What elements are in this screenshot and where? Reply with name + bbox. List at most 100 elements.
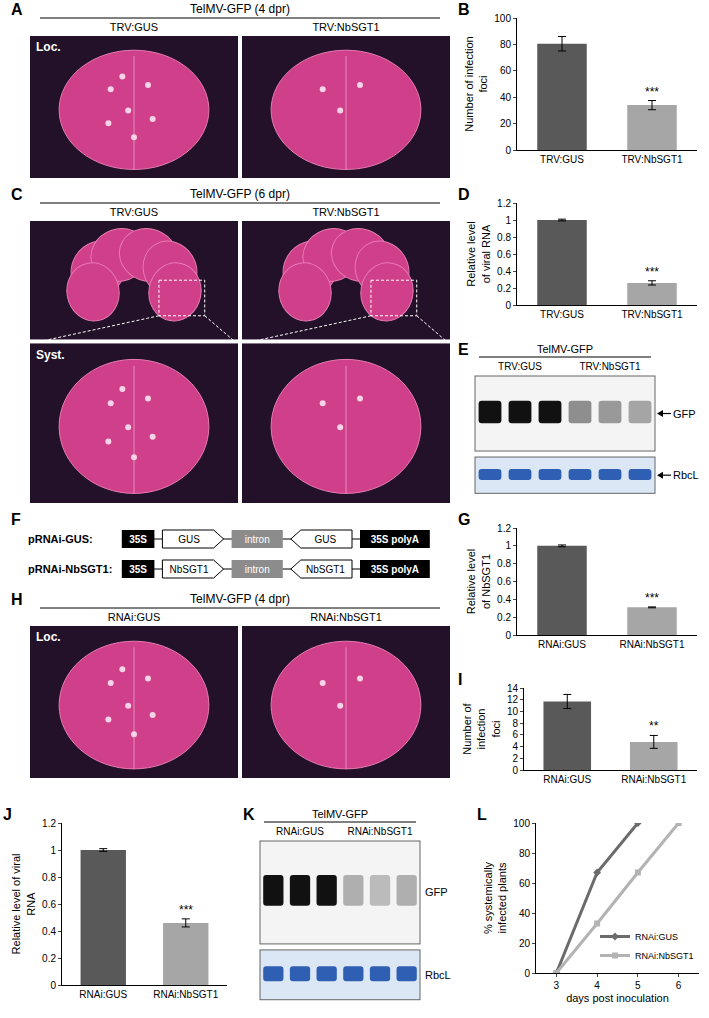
svg-text:RNAi:GUS: RNAi:GUS xyxy=(276,826,324,837)
svg-text:RNAi:NbSGT1: RNAi:NbSGT1 xyxy=(153,989,218,1000)
svg-text:GUS: GUS xyxy=(315,534,337,545)
svg-text:GFP: GFP xyxy=(425,886,448,898)
svg-text:40: 40 xyxy=(500,92,512,103)
svg-text:10: 10 xyxy=(507,706,519,717)
svg-text:days post inoculation: days post inoculation xyxy=(566,992,669,1004)
svg-text:35S: 35S xyxy=(129,534,147,545)
svg-text:80: 80 xyxy=(500,39,512,50)
svg-text:GUS: GUS xyxy=(178,534,200,545)
svg-text:TelMV-GFP (4 dpr): TelMV-GFP (4 dpr) xyxy=(190,2,290,16)
svg-text:intron: intron xyxy=(245,564,270,575)
svg-text:0.4: 0.4 xyxy=(497,266,511,277)
svg-text:RNAi:GUS: RNAi:GUS xyxy=(635,932,678,942)
svg-text:***: *** xyxy=(645,85,659,99)
svg-text:0.8: 0.8 xyxy=(497,232,511,243)
svg-text:TRV:GUS: TRV:GUS xyxy=(498,361,542,372)
svg-text:RNAi:NbSGT1: RNAi:NbSGT1 xyxy=(310,611,382,623)
svg-text:***: *** xyxy=(645,591,659,605)
svg-text:12: 12 xyxy=(507,694,519,705)
svg-text:Number of infectionfoci: Number of infectionfoci xyxy=(463,36,489,131)
svg-text:RNAi:NbSGT1: RNAi:NbSGT1 xyxy=(635,951,694,961)
svg-text:1: 1 xyxy=(505,540,511,551)
svg-text:I: I xyxy=(458,671,462,688)
svg-text:**: ** xyxy=(649,719,659,733)
svg-text:0.6: 0.6 xyxy=(42,899,56,910)
svg-text:D: D xyxy=(458,186,470,203)
svg-text:0.8: 0.8 xyxy=(497,558,511,569)
svg-text:E: E xyxy=(458,341,469,358)
svg-text:6: 6 xyxy=(512,729,518,740)
svg-text:NbSGT1: NbSGT1 xyxy=(306,564,345,575)
svg-text:L: L xyxy=(477,806,487,823)
svg-text:Relative levelof NbSGT1: Relative levelof NbSGT1 xyxy=(465,549,491,614)
svg-text:Relative levelof viral RNA: Relative levelof viral RNA xyxy=(465,221,491,286)
svg-text:6: 6 xyxy=(676,980,682,991)
svg-text:intron: intron xyxy=(245,534,270,545)
svg-text:TelMV-GFP (6 dpr): TelMV-GFP (6 dpr) xyxy=(190,187,290,201)
svg-text:0: 0 xyxy=(505,300,511,311)
svg-text:TRV:NbSGT1: TRV:NbSGT1 xyxy=(312,21,379,33)
svg-text:% systemicallyinfected plants: % systemicallyinfected plants xyxy=(482,861,508,934)
svg-text:14: 14 xyxy=(507,683,519,694)
svg-text:RbcL: RbcL xyxy=(673,469,699,481)
svg-text:Syst.: Syst. xyxy=(36,348,65,362)
svg-text:80: 80 xyxy=(519,848,531,859)
svg-text:***: *** xyxy=(645,265,659,279)
svg-text:Relative level of viralRNA: Relative level of viralRNA xyxy=(10,854,36,955)
svg-text:RNAi:GUS: RNAi:GUS xyxy=(543,774,591,785)
svg-text:35S: 35S xyxy=(129,564,147,575)
svg-text:0: 0 xyxy=(50,980,56,991)
svg-text:TRV:GUS: TRV:GUS xyxy=(540,154,584,165)
svg-text:5: 5 xyxy=(635,980,641,991)
svg-text:60: 60 xyxy=(500,65,512,76)
svg-text:35S polyA: 35S polyA xyxy=(371,534,419,545)
svg-text:0.4: 0.4 xyxy=(497,594,511,605)
svg-text:1: 1 xyxy=(50,845,56,856)
svg-text:RNAi:NbSGT1: RNAi:NbSGT1 xyxy=(347,826,412,837)
svg-text:1: 1 xyxy=(505,215,511,226)
svg-text:TRV:GUS: TRV:GUS xyxy=(540,309,584,320)
svg-text:RNAi:GUS: RNAi:GUS xyxy=(538,639,586,650)
svg-text:TRV:NbSGT1: TRV:NbSGT1 xyxy=(312,206,379,218)
svg-text:NbSGT1: NbSGT1 xyxy=(170,564,209,575)
svg-text:B: B xyxy=(458,1,470,18)
svg-text:RNAi:GUS: RNAi:GUS xyxy=(79,989,127,1000)
svg-text:pRNAi-GUS:: pRNAi-GUS: xyxy=(28,533,93,545)
svg-text:0.6: 0.6 xyxy=(497,249,511,260)
svg-text:TRV:GUS: TRV:GUS xyxy=(110,206,158,218)
svg-text:J: J xyxy=(3,806,12,823)
svg-text:G: G xyxy=(458,511,470,528)
svg-text:TRV:NbSGT1: TRV:NbSGT1 xyxy=(621,309,683,320)
svg-text:40: 40 xyxy=(519,908,531,919)
svg-text:1.2: 1.2 xyxy=(497,198,511,209)
svg-text:0.2: 0.2 xyxy=(42,953,56,964)
svg-text:0.8: 0.8 xyxy=(42,872,56,883)
svg-text:20: 20 xyxy=(500,118,512,129)
svg-text:0.2: 0.2 xyxy=(497,283,511,294)
svg-text:0.4: 0.4 xyxy=(42,926,56,937)
svg-text:H: H xyxy=(11,591,23,608)
svg-text:RNAi:NbSGT1: RNAi:NbSGT1 xyxy=(619,639,684,650)
svg-text:TelMV-GFP: TelMV-GFP xyxy=(312,808,368,820)
svg-text:100: 100 xyxy=(513,818,530,829)
svg-text:pRNAi-NbSGT1:: pRNAi-NbSGT1: xyxy=(28,563,112,575)
svg-text:Loc.: Loc. xyxy=(36,40,61,54)
svg-text:C: C xyxy=(11,186,23,203)
svg-text:0.2: 0.2 xyxy=(497,612,511,623)
svg-text:***: *** xyxy=(179,903,193,917)
svg-text:RNAi:GUS: RNAi:GUS xyxy=(108,611,161,623)
svg-text:35S polyA: 35S polyA xyxy=(371,564,419,575)
svg-text:GFP: GFP xyxy=(673,408,696,420)
svg-text:20: 20 xyxy=(519,938,531,949)
svg-text:8: 8 xyxy=(512,718,518,729)
svg-text:0: 0 xyxy=(524,968,530,979)
svg-text:TRV:NbSGT1: TRV:NbSGT1 xyxy=(579,361,641,372)
svg-text:4: 4 xyxy=(512,741,518,752)
svg-text:Loc.: Loc. xyxy=(36,630,61,644)
svg-text:TRV:GUS: TRV:GUS xyxy=(110,21,158,33)
svg-text:60: 60 xyxy=(519,878,531,889)
svg-text:F: F xyxy=(11,511,21,528)
svg-text:Number ofinfectionfoci: Number ofinfectionfoci xyxy=(461,702,502,754)
svg-text:1.2: 1.2 xyxy=(497,523,511,534)
svg-text:K: K xyxy=(243,806,255,823)
